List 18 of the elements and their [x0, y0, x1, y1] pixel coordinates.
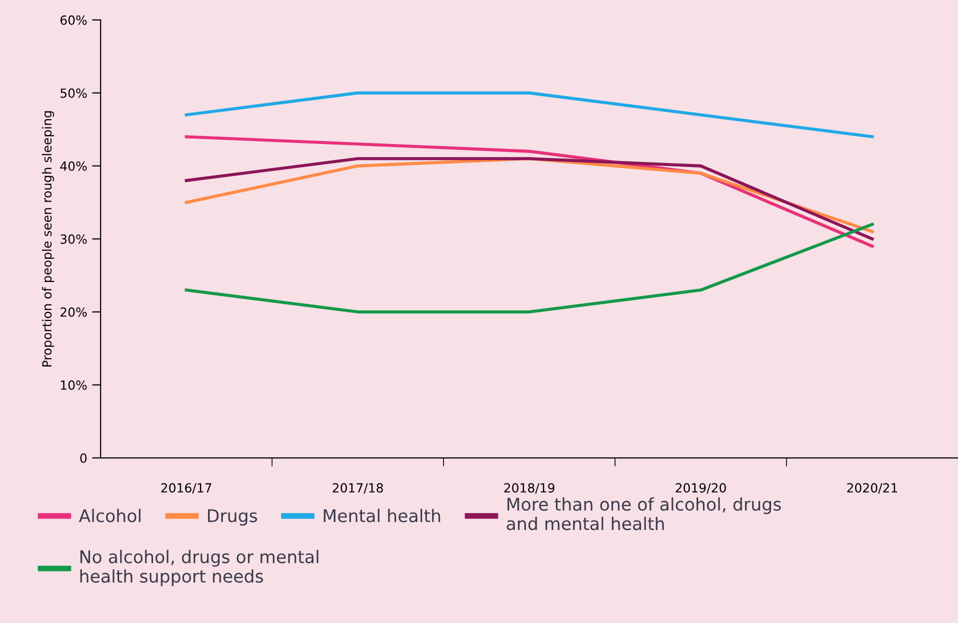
legend-label: Mental health: [324, 508, 440, 522]
y-tick-label: 30%: [60, 234, 87, 244]
x-tick-label: 2016/17: [161, 483, 212, 494]
y-axis-title: Proportion of people seen rough sleeping: [42, 111, 54, 366]
x-tick-label: 2018/19: [504, 483, 554, 494]
x-tick-label: 2020/21: [847, 483, 898, 494]
y-tick-label: 10%: [60, 380, 87, 390]
x-tick-label: 2019/20: [676, 483, 726, 494]
legend-label: Drugs: [208, 509, 258, 526]
y-tick-label: 20%: [60, 307, 87, 317]
legend-label: Alcohol: [78, 508, 140, 522]
y-tick-label: 50%: [60, 88, 87, 98]
y-tick-label: 60%: [60, 15, 87, 25]
y-tick-label: 40%: [60, 161, 87, 171]
legend-label: More than one of alcohol, drugs and mental health: [506, 497, 781, 530]
legend-label: No alcohol, drugs or mental health support needs: [80, 550, 318, 586]
y-tick-label: 0: [80, 453, 87, 463]
x-tick-label: 2017/18: [332, 483, 383, 494]
